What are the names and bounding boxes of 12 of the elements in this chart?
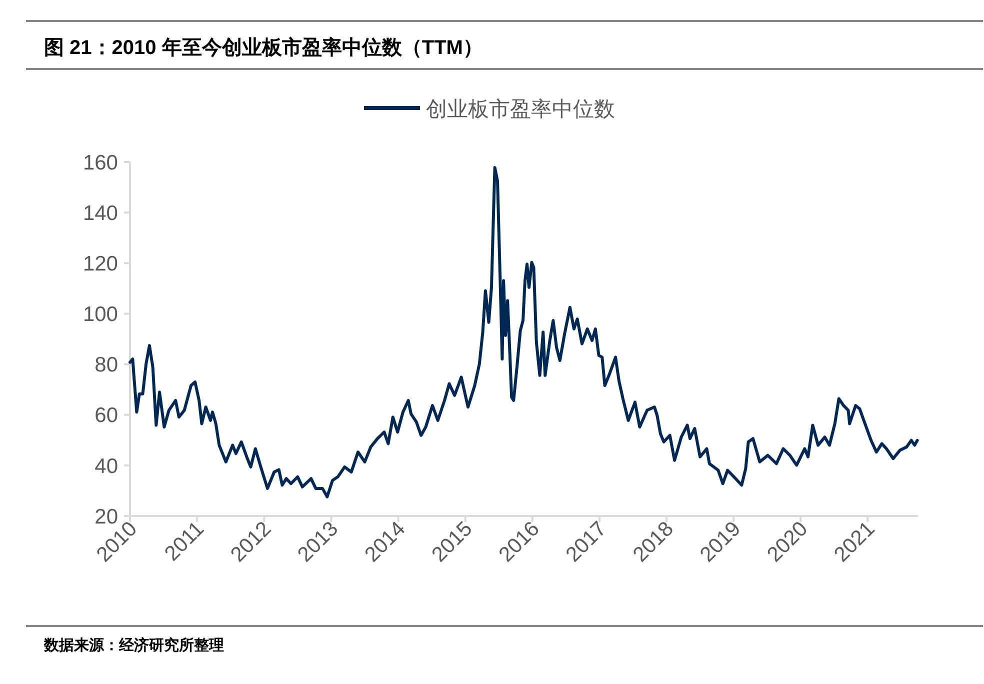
y-tick-label: 60 [94,404,118,428]
y-tick-label: 20 [94,505,118,528]
source-note: 数据来源：经济研究所整理 [43,636,224,654]
y-tick-label: 100 [82,303,118,326]
y-tick-label: 160 [82,151,118,174]
y-tick-label: 140 [82,202,118,225]
legend-label: 创业板市盈率中位数 [426,97,615,121]
chart-title: 图 21：2010 年至今创业板市盈率中位数（TTM） [44,36,483,59]
y-tick-label: 120 [82,252,118,276]
y-tick-label: 40 [94,454,118,478]
line-series [128,166,919,498]
y-tick-label: 80 [94,354,118,377]
